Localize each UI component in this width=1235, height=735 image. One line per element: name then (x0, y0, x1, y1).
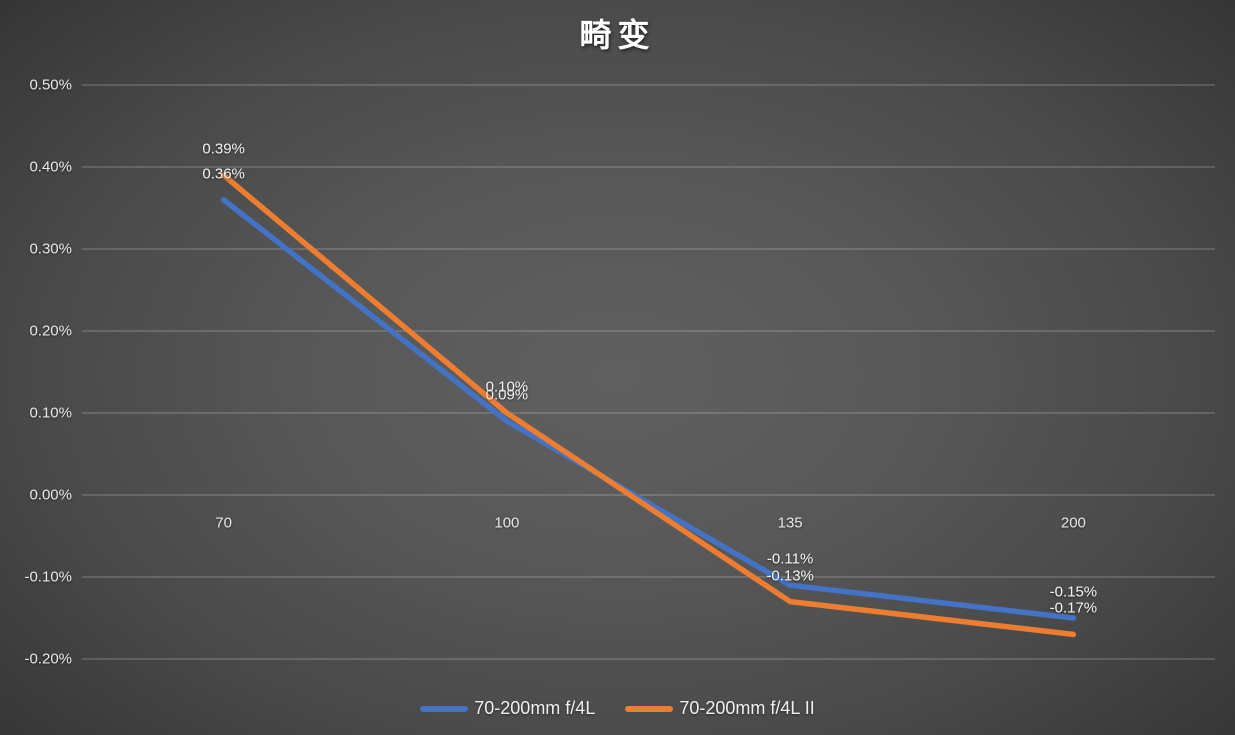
series-line-2 (220, 172, 1077, 638)
y-tick-label: 0.40% (29, 158, 72, 176)
y-tick-label: 0.20% (29, 322, 72, 340)
chart-title: 畸变 (579, 17, 656, 53)
x-tick-label: 100 (494, 514, 520, 532)
data-label-series-1: 0.09% (485, 386, 529, 404)
x-tick-label: 200 (1060, 514, 1086, 532)
legend-label: 70-200mm f/4L (474, 698, 596, 718)
y-tick-label: 0.00% (29, 486, 72, 504)
y-tick-label: 0.50% (29, 76, 72, 94)
data-label-series-2: -0.17% (1049, 599, 1098, 617)
legend-line-marker-icon (420, 705, 469, 712)
legend-item-1[interactable]: 70-200mm f/4L (420, 698, 595, 719)
legend-item-2[interactable]: 70-200mm f/4L II (625, 698, 815, 719)
data-label-series-2: 0.10% (485, 378, 529, 396)
y-tick-label: -0.20% (24, 650, 72, 668)
data-label-series-2: -0.13% (766, 567, 814, 585)
legend-line-marker-icon (625, 705, 674, 712)
legend: 70-200mm f/4L 70-200mm f/4L II (0, 698, 1235, 719)
data-label-series-1: 0.36% (202, 165, 245, 183)
data-label-series-1: -0.11% (766, 550, 814, 568)
data-label-series-2: 0.39% (202, 140, 245, 158)
x-tick-label: 70 (215, 514, 232, 532)
y-tick-label: -0.10% (24, 568, 72, 586)
y-tick-label: 0.30% (29, 240, 72, 258)
series-line-1 (220, 197, 1077, 621)
x-tick-label: 135 (777, 514, 803, 532)
data-label-series-1: -0.15% (1049, 583, 1098, 601)
legend-label: 70-200mm f/4L II (679, 698, 815, 718)
y-tick-label: 0.10% (29, 404, 72, 422)
